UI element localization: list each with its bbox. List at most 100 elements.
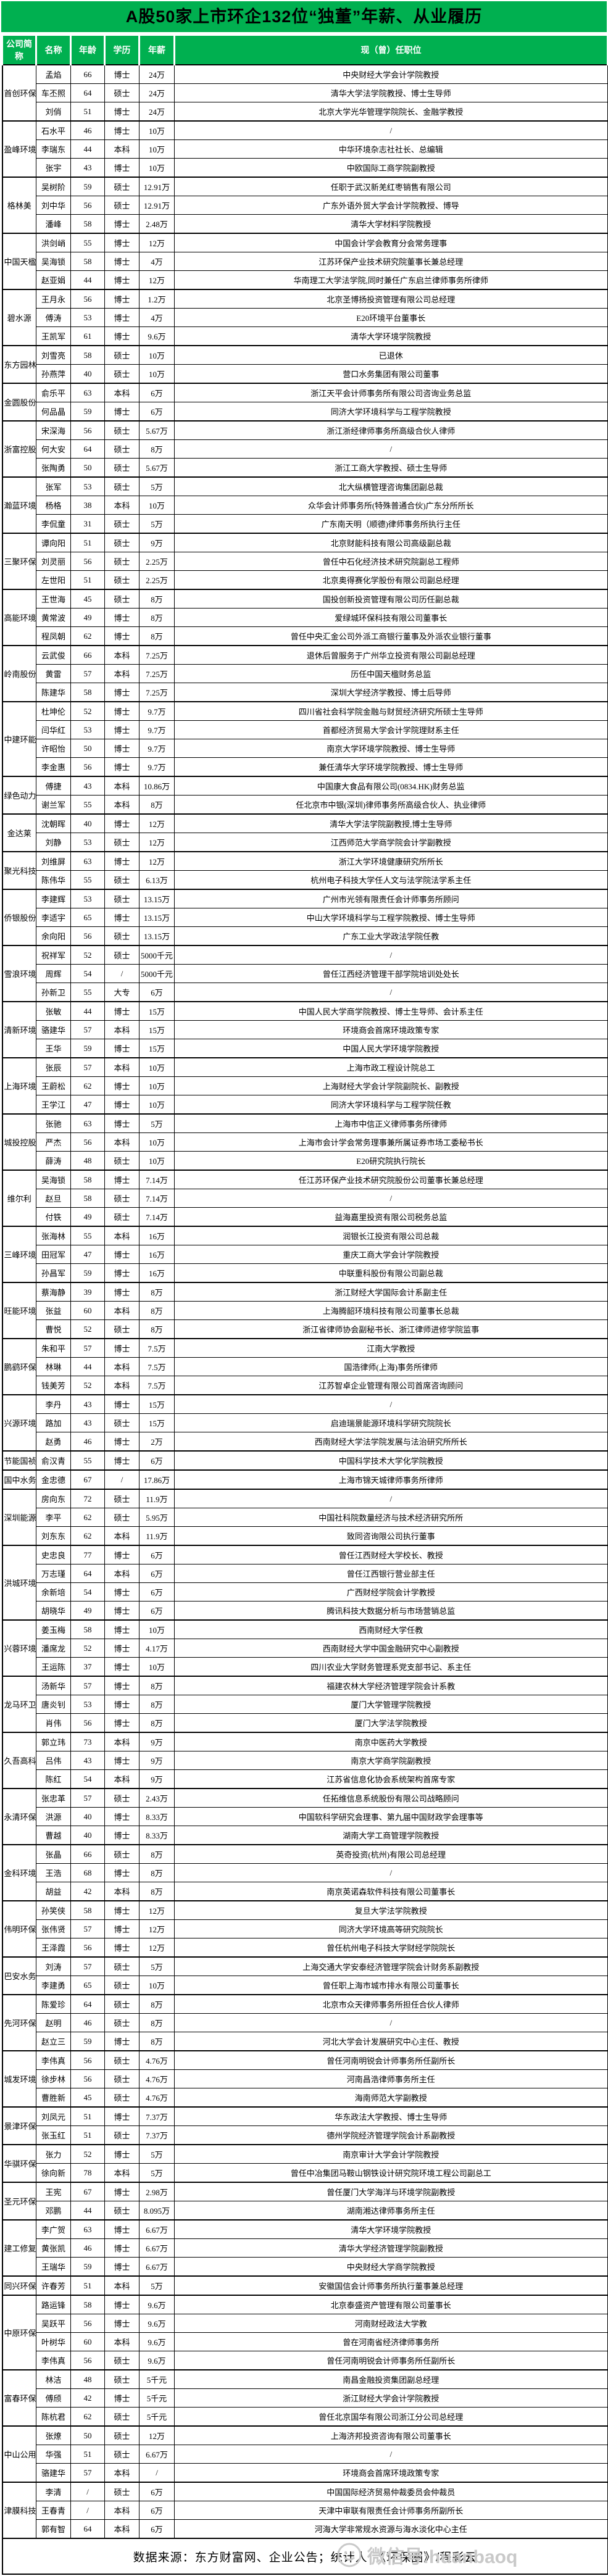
age-cell: 56	[70, 1713, 105, 1733]
name-cell: 严杰	[36, 1132, 71, 1152]
position-cell: 浙江天平会计师事务所有限公司咨询业务总监	[174, 383, 608, 402]
salary-cell: 2.43万	[139, 1788, 175, 1808]
table-row: 刘中华 56 硕士 12.91万 广东外语外贸大学会计学院教授、博导	[2, 196, 608, 215]
table-row: 王学江 47 博士 10万 同济大学环境科学与工程学院任教	[2, 1095, 608, 1115]
degree-cell: 硕士	[104, 2482, 140, 2501]
company-cell: 聚光科技	[1, 851, 36, 890]
table-row: 中原环保 路运锋 58 博士 9.6万 北京泰盛资产管理有限公司董事长	[1, 2295, 608, 2370]
company-cell: 上海环境	[1, 1057, 36, 1115]
age-cell: 57	[70, 1788, 105, 1808]
degree-cell: 硕士	[104, 1976, 140, 1995]
company-cell: 旺能环境	[1, 1282, 36, 1339]
salary-cell: 11.9万	[139, 1489, 175, 1508]
salary-cell: 8万	[139, 2032, 175, 2051]
name-cell: 张伟贤	[36, 1919, 71, 1938]
position-cell: 曾任职上海市城市排水有限公司董事长	[174, 1976, 608, 1995]
age-cell: 59	[70, 1039, 105, 1058]
salary-cell: 6.13万	[139, 870, 175, 890]
salary-cell: 9万	[139, 533, 175, 552]
position-cell: E20环境平台董事长	[174, 308, 608, 327]
degree-cell: 博士	[104, 2388, 140, 2408]
age-cell: 40	[70, 813, 105, 833]
age-cell: 77	[70, 1545, 105, 1564]
name-cell: 王运陈	[36, 1657, 71, 1677]
table-row: 中山公用 张燎 50 硕士 12万 上海济邦投资咨询有限公司董事长	[1, 2425, 608, 2483]
table-row: 巴安水务 刘涛 57 硕士 5万 上海交通大学安泰经济管理学院会计财务系副教授	[1, 1956, 608, 1995]
degree-cell: 本科	[104, 1357, 140, 1376]
age-cell: 58	[70, 1619, 105, 1639]
age-cell: 66	[70, 645, 105, 665]
salary-cell: 9.6万	[139, 2351, 175, 2370]
position-cell: 清华大学法学院副教授,博士生导师	[174, 813, 608, 833]
salary-cell: 11.9万	[139, 1526, 175, 1546]
degree-cell: 博士	[104, 2144, 140, 2164]
age-cell: 57	[70, 1057, 105, 1077]
degree-cell: 本科	[104, 496, 140, 515]
salary-cell: 13.15万	[139, 908, 175, 927]
degree-cell: 硕士	[104, 2013, 140, 2032]
degree-cell: 博士	[104, 1619, 140, 1639]
name-cell: 石水平	[36, 120, 71, 140]
name-cell: 刘凤元	[36, 2106, 71, 2126]
salary-cell: 5千元	[139, 2369, 175, 2389]
position-cell: 中央财经大学商学院教授	[174, 2257, 608, 2277]
age-cell: 55	[70, 795, 105, 815]
degree-cell: 本科	[104, 383, 140, 402]
degree-cell: 博士	[104, 233, 140, 252]
age-cell: 46	[70, 2238, 105, 2258]
name-cell: 赵亚娟	[36, 270, 71, 290]
name-cell: 孙燕萍	[36, 364, 71, 384]
salary-cell: 8万	[139, 589, 175, 609]
table-row: 曹越 40 博士 8.33万 湖南大学工商管理学院教授	[2, 1826, 608, 1845]
degree-cell: 硕士	[104, 2445, 140, 2464]
table-row: 何品晶 59 博士 6万 同济大学环境科学与工程学院教授	[2, 402, 608, 422]
table-row: 陈红 54 本科 9万 江苏省信息化协会系统架构首席专家	[2, 1769, 608, 1789]
table-row: 赵明 46 硕士 8万 /	[2, 2013, 608, 2032]
name-cell: 张辰	[36, 1057, 71, 1077]
salary-cell: 16万	[139, 1245, 175, 1264]
degree-cell: 硕士	[104, 2425, 140, 2445]
age-cell: 58	[70, 345, 105, 365]
company-cell: 绿色动力	[1, 776, 36, 815]
position-cell: 深圳大学经济学教授、博士后导师	[174, 683, 608, 702]
table-row: 绿色动力 傅捷 43 本科 10.86万 中国康大食品有限公司(0834.HK)财务总监	[1, 776, 608, 815]
position-cell: 曾任江西财经大学校长、教授	[174, 1545, 608, 1564]
table-row: 瀚蓝环境 张军 53 硕士 5万 北大纵横管理咨询集团副总裁	[1, 476, 608, 534]
position-cell: 中国社科院数量经济与技术经济研究所所	[174, 1508, 608, 1527]
degree-cell: 本科	[104, 1301, 140, 1320]
table-row: 张玉红 51 硕士 7.37万 德州学院经济管理学院会计系副教授	[2, 2125, 608, 2145]
position-cell: 中联重科股份有限公司副总裁	[174, 1263, 608, 1283]
position-cell: 清华大学材料学院教授	[174, 214, 608, 234]
company-cell: 津膜科技	[1, 2482, 36, 2539]
age-cell: 55	[70, 233, 105, 252]
table-row: 赵立三 59 博士 8万 河北大学会计发展研究中心主任、教授	[2, 2032, 608, 2051]
salary-cell: 5.67万	[139, 458, 175, 478]
company-cell: 瀚蓝环境	[1, 476, 36, 534]
position-cell: 历任中国天楹财务总监	[174, 664, 608, 683]
position-cell: 国投创新投资管理有限公司历任副总裁	[174, 589, 608, 609]
salary-cell: 5.67万	[139, 420, 175, 440]
salary-cell: 13.15万	[139, 889, 175, 908]
degree-cell: 本科	[104, 1564, 140, 1583]
table-row: 王浩 68 博士 8万 /	[2, 1863, 608, 1882]
degree-cell: 博士	[104, 214, 140, 234]
name-cell: 史忠良	[36, 1545, 71, 1564]
company-cell: 富春环保	[1, 2369, 36, 2427]
table-row: 吴跃平 56 博士 9.6万 河南财经政法大学教	[2, 2314, 608, 2333]
age-cell: 56	[70, 289, 105, 309]
degree-cell: 博士	[104, 1282, 140, 1302]
table-row: 城投控股 张驰 63 博士 5万 上海市中信正义律师事务所律师	[1, 1113, 608, 1171]
degree-cell: 博士	[104, 270, 140, 290]
name-cell: 叶树华	[36, 2332, 71, 2351]
table-row: 孙燕萍 40 硕士 10万 营口水务集团有限公司董事	[2, 364, 608, 384]
table-row: 田冠军 47 博士 16万 重庆工商大学会计学院教授	[2, 1245, 608, 1264]
column-header: 公司简称	[1, 34, 37, 65]
position-cell: 浙江工商大学教授、硕士生导师	[174, 458, 608, 478]
degree-cell: 博士	[104, 1394, 140, 1414]
salary-cell: 12.91万	[139, 196, 175, 215]
company-cell: 中山公用	[1, 2425, 36, 2483]
age-cell: 40	[70, 1807, 105, 1826]
name-cell: 赵立三	[36, 2032, 71, 2051]
degree-cell: 本科	[104, 1132, 140, 1152]
